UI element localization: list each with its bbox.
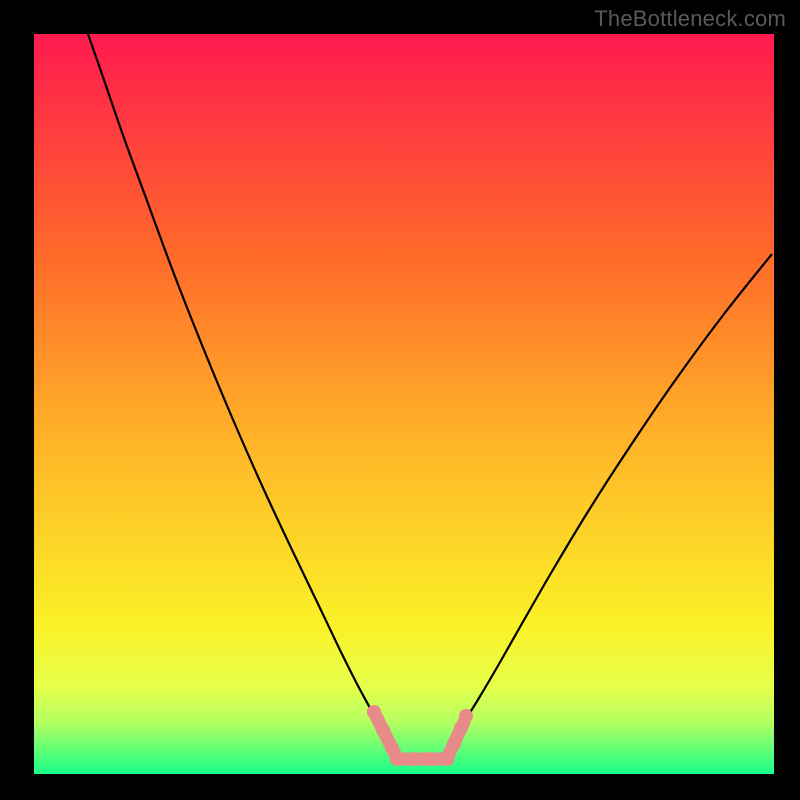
highlight-dot [459, 709, 473, 723]
highlight-dot [447, 737, 461, 751]
chart-frame: TheBottleneck.com [0, 0, 800, 800]
plot-svg [34, 34, 774, 774]
highlight-dot [454, 721, 468, 735]
watermark-text: TheBottleneck.com [594, 6, 786, 32]
highlight-dot [391, 752, 405, 766]
highlight-dot [407, 752, 421, 766]
plot-area [34, 34, 774, 774]
highlight-dot [367, 705, 381, 719]
left-curve [88, 34, 390, 742]
highlight-dot [424, 752, 438, 766]
highlight-overlay [367, 705, 473, 766]
highlight-dot [376, 723, 390, 737]
right-curve [454, 254, 772, 737]
highlight-dot [440, 752, 454, 766]
